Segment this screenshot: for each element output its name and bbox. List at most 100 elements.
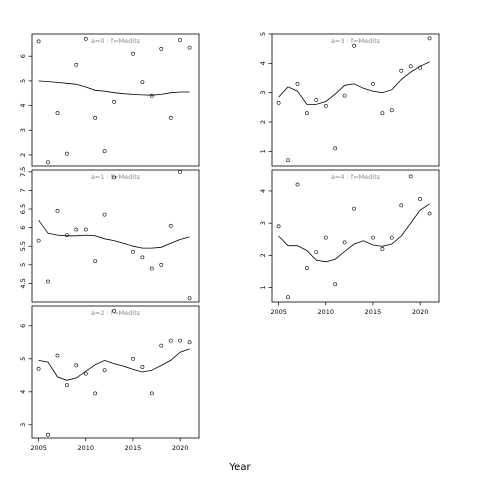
observed-point [276, 224, 281, 229]
observed-point [112, 175, 117, 180]
y-tick-label: 3 [19, 423, 27, 427]
y-tick-label: 4.5 [19, 278, 27, 288]
observed-point [342, 93, 347, 98]
y-tick-label: 3 [259, 91, 267, 95]
observed-point [314, 98, 319, 102]
panel-a0: a=0 : f=Medits 2 3 4 5 6 [19, 33, 200, 167]
observed-point [427, 211, 432, 216]
observed-point [389, 235, 394, 240]
fitted-line [38, 80, 190, 96]
x-axis-title: Year [228, 462, 251, 473]
observed-point [168, 223, 173, 228]
observed-point [323, 104, 328, 108]
y-tick-label: 1 [259, 149, 267, 153]
panel-frame [31, 169, 200, 303]
observed-point [314, 250, 319, 255]
panel-strip-label: a=2 : f=Medits [91, 309, 141, 317]
observed-point [55, 353, 60, 358]
y-tick-label: 2 [259, 253, 267, 257]
observed-point [159, 343, 164, 348]
observed-point [418, 197, 423, 201]
observed-point [159, 46, 164, 51]
observed-point [102, 149, 107, 154]
observed-point [178, 169, 183, 174]
observed-point [333, 146, 338, 151]
observed-point [93, 259, 98, 264]
y-tick-label: 6.5 [19, 204, 27, 214]
panel-frame [31, 33, 200, 167]
y-tick-label: 7 [19, 188, 27, 192]
observed-point [83, 37, 88, 41]
y-tick-label: 6 [19, 324, 27, 328]
observed-point [427, 36, 432, 41]
observed-point [371, 235, 375, 240]
x-tick-label: 2020 [172, 444, 189, 452]
observed-point [112, 308, 117, 313]
observed-point [342, 240, 347, 245]
x-tick-label: 2015 [365, 308, 382, 316]
observed-point [36, 366, 41, 371]
observed-point [55, 111, 60, 115]
observed-point [65, 233, 69, 238]
observed-point [112, 100, 117, 104]
y-tick-label: 2 [19, 153, 27, 157]
observed-point [159, 262, 164, 267]
x-tick-label: 2005 [30, 444, 47, 452]
observed-point [65, 383, 69, 388]
observed-point [286, 158, 290, 163]
observed-point [304, 111, 309, 116]
observed-point [352, 206, 357, 211]
y-tick-label: 4 [19, 103, 27, 107]
observed-point [131, 249, 135, 254]
y-tick-label: 5 [19, 357, 27, 361]
observed-point [389, 108, 394, 113]
observed-point [149, 93, 154, 98]
observed-point [333, 282, 338, 287]
observed-point [131, 51, 135, 56]
observed-point [131, 356, 135, 361]
panel-a3: a=3 : f=Medits 1 2 3 4 5 [259, 32, 440, 167]
observed-point [408, 64, 413, 69]
observed-point [65, 151, 69, 156]
observed-point [83, 371, 88, 376]
fitted-line [278, 61, 430, 105]
observed-point [187, 340, 192, 345]
fitted-line [278, 203, 430, 263]
observed-point [102, 368, 107, 373]
y-tick-label: 1 [259, 285, 267, 289]
panel-strip-label: a=4 : f=Medits [331, 173, 381, 181]
observed-point [178, 338, 183, 343]
observed-point [140, 365, 145, 369]
observed-point [352, 43, 357, 48]
panel-frame [271, 33, 440, 167]
observed-point [102, 212, 107, 217]
observed-point [323, 235, 328, 240]
y-tick-label: 6 [19, 54, 27, 58]
panel-frame [31, 305, 200, 439]
y-tick-label: 4 [259, 61, 267, 65]
observed-point [149, 391, 154, 396]
observed-point [46, 279, 50, 284]
observed-point [93, 391, 98, 396]
panel-strip-label: a=0 : f=Medits [91, 37, 141, 45]
observed-point [187, 45, 192, 50]
y-tick-label: 2 [259, 120, 267, 124]
panel-strip-label: a=3 : f=Medits [331, 37, 381, 45]
observed-point [168, 116, 173, 120]
observed-point [187, 296, 192, 301]
y-tick-label: 4 [259, 189, 267, 193]
observed-point [74, 227, 79, 232]
observed-point [408, 174, 413, 179]
observed-point [380, 111, 385, 116]
observed-point [83, 227, 88, 232]
y-tick-label: 3 [259, 221, 267, 225]
y-tick-label: 7.5 [19, 167, 27, 177]
x-tick-label: 2010 [318, 308, 335, 316]
observed-point [371, 82, 375, 86]
observed-point [46, 160, 50, 165]
observed-point [286, 295, 290, 300]
panel-a4: a=4 : f=Medits 1 2 3 4 2005 2010 2015 2020 [259, 169, 440, 316]
x-tick-label: 2015 [125, 444, 142, 452]
y-tick-label: 3 [19, 128, 27, 132]
observed-point [295, 182, 300, 187]
